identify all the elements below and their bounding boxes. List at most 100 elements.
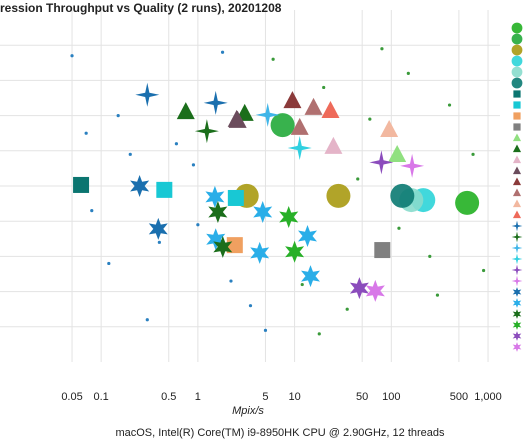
point	[107, 261, 111, 266]
point	[374, 242, 391, 259]
legend-symbol	[511, 264, 523, 276]
point	[73, 176, 90, 193]
point	[283, 91, 302, 109]
point	[227, 189, 244, 206]
legend-symbol	[511, 33, 523, 45]
point	[270, 113, 295, 138]
point	[356, 177, 360, 181]
point	[194, 119, 219, 144]
point	[317, 332, 321, 336]
point	[324, 136, 343, 154]
x-tick-label: 100	[382, 391, 400, 403]
point	[228, 110, 247, 128]
legend-symbol	[513, 101, 521, 109]
point	[301, 265, 320, 288]
legend-symbol	[512, 342, 522, 352]
point	[250, 241, 270, 264]
point	[369, 150, 394, 175]
point	[428, 254, 432, 258]
point	[116, 114, 120, 118]
point	[390, 183, 415, 208]
point	[253, 201, 273, 223]
point	[90, 209, 94, 213]
point	[345, 307, 349, 311]
legend-symbol	[511, 220, 523, 232]
point	[285, 240, 305, 263]
point	[435, 293, 440, 297]
legend-symbol	[512, 210, 522, 219]
legend-symbol	[512, 144, 522, 153]
point	[208, 201, 228, 223]
legend-symbol	[511, 275, 523, 287]
point	[279, 206, 299, 228]
x-tick-label: 500	[450, 391, 468, 403]
point	[130, 175, 150, 197]
point	[349, 277, 369, 300]
point	[471, 152, 475, 156]
point	[145, 318, 149, 322]
point	[156, 181, 173, 198]
legend-symbol	[511, 66, 523, 78]
x-tick-label: 10	[288, 391, 300, 403]
legend-symbol	[512, 320, 522, 330]
point	[380, 120, 399, 138]
legend-symbol	[512, 133, 522, 142]
point	[84, 131, 88, 135]
legend-symbol	[513, 123, 521, 131]
legend-symbol	[511, 253, 523, 265]
point	[300, 282, 304, 287]
point	[322, 85, 326, 90]
point	[287, 136, 312, 160]
caption: macOS, Intel(R) Core(TM) i9-8950HK CPU @…	[115, 427, 445, 439]
point	[321, 101, 340, 119]
point	[400, 153, 425, 178]
point	[326, 183, 351, 208]
point	[248, 304, 253, 308]
point	[447, 103, 452, 107]
legend-symbol	[511, 22, 523, 34]
point	[174, 142, 179, 146]
legend-symbol	[512, 155, 522, 164]
legend-symbol	[511, 77, 523, 89]
legend-symbol	[513, 90, 521, 98]
point	[128, 152, 132, 156]
point	[304, 97, 323, 115]
x-tick-label: 0.05	[61, 391, 82, 403]
point	[135, 82, 160, 107]
chart-title: ression Throughput vs Quality (2 runs), …	[0, 1, 282, 15]
point	[388, 145, 407, 163]
x-tick-label: 1,000	[474, 391, 502, 403]
point	[263, 328, 268, 332]
legend-symbol	[512, 298, 522, 308]
point	[157, 240, 161, 244]
point	[206, 228, 226, 251]
legend	[511, 22, 523, 352]
point	[481, 268, 486, 273]
legend-symbol	[512, 199, 522, 208]
point	[191, 163, 196, 167]
point	[203, 90, 228, 115]
point	[176, 102, 195, 120]
x-tick-label: 0.5	[161, 391, 176, 403]
legend-symbol	[512, 309, 522, 319]
legend-symbol	[513, 112, 521, 120]
point	[290, 117, 309, 135]
point	[205, 185, 225, 208]
x-tick-label: 50	[356, 391, 368, 403]
point	[220, 50, 225, 54]
legend-symbol	[512, 188, 522, 197]
point	[196, 223, 200, 227]
point	[255, 102, 280, 127]
point	[229, 279, 233, 283]
point	[298, 225, 317, 247]
point	[271, 57, 275, 61]
x-tick-label: 1	[195, 391, 201, 403]
legend-symbol	[512, 177, 522, 186]
point	[213, 235, 233, 258]
point	[368, 117, 372, 121]
point	[365, 279, 385, 302]
point	[70, 54, 74, 58]
legend-symbol	[512, 166, 522, 175]
point	[397, 226, 401, 230]
